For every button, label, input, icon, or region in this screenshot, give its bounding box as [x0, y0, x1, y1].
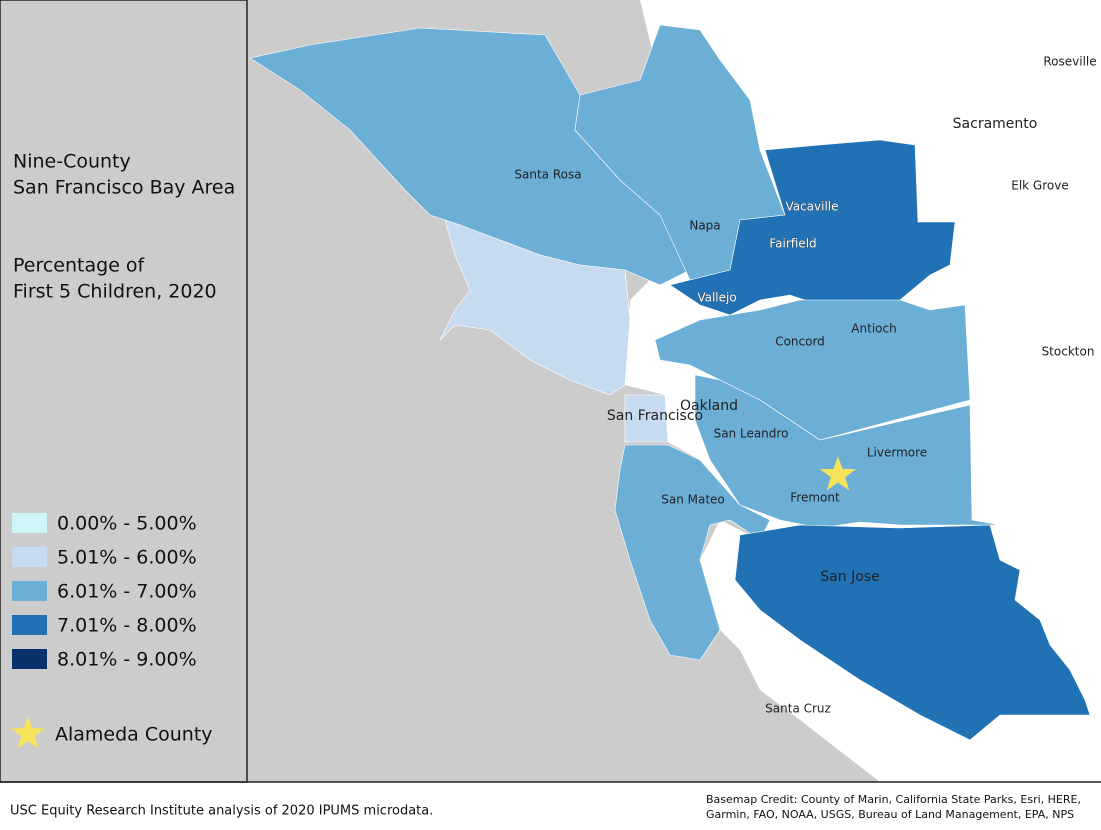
legend-swatch	[12, 615, 47, 635]
county	[249, 27, 691, 286]
place-label: San Leandro	[714, 427, 789, 441]
county	[439, 219, 631, 396]
alameda-star	[819, 456, 857, 491]
place-label: Santa Rosa	[514, 168, 581, 182]
county	[614, 444, 771, 661]
legend-label: 8.01% - 9.00%	[57, 649, 197, 671]
place-label: Vallejo	[697, 291, 736, 305]
credit: Garmin, FAO, NOAA, USGS, Bureau of Land …	[706, 808, 1074, 821]
legend-label: 7.01% - 8.00%	[57, 615, 197, 637]
legend: 0.00% - 5.00% 5.01% - 6.00% 6.01% - 7.00% 7…	[12, 513, 197, 671]
legend-swatch	[12, 547, 47, 567]
place-label: Napa	[689, 219, 720, 233]
place-label: Stockton	[1042, 345, 1095, 359]
place-labels: Roseville Sacramento Elk Grove Stockton …	[514, 55, 1096, 716]
place-label: San Jose	[820, 569, 879, 585]
sidebar-subtitle: Percentage of	[13, 255, 146, 277]
place-label: Vacaville	[785, 200, 838, 214]
county	[654, 299, 971, 441]
place-label: Concord	[775, 335, 825, 349]
place-label: Santa Cruz	[765, 702, 831, 716]
sidebar-title: San Francisco Bay Area	[13, 177, 235, 199]
legend-label: 0.00% - 5.00%	[57, 513, 197, 535]
legend-swatch	[12, 649, 47, 669]
place-label: Fremont	[790, 491, 840, 505]
legend-marker-label: Alameda County	[55, 724, 213, 746]
sidebar-subtitle: First 5 Children, 2020	[13, 281, 217, 303]
county	[694, 374, 1001, 529]
sidebar-title: Nine-County	[13, 151, 131, 173]
place-label: Livermore	[867, 446, 927, 460]
place-label: Oakland	[680, 398, 738, 414]
counties	[249, 24, 1091, 741]
legend-swatch	[12, 581, 47, 601]
county	[734, 524, 1091, 741]
legend-label: 5.01% - 6.00%	[57, 547, 197, 569]
place-label: San Francisco	[607, 408, 703, 424]
place-label: San Mateo	[661, 493, 725, 507]
place-label: Sacramento	[953, 116, 1038, 132]
legend-star	[10, 716, 46, 749]
place-label: Antioch	[851, 322, 896, 336]
county	[624, 394, 669, 443]
legend-swatch	[12, 513, 47, 533]
place-label: Elk Grove	[1011, 179, 1068, 193]
legend-label: 6.01% - 7.00%	[57, 581, 197, 603]
source: USC Equity Research Institute analysis o…	[10, 804, 433, 819]
place-label: Roseville	[1043, 55, 1096, 69]
place-label: Fairfield	[769, 237, 816, 251]
credit: Basemap Credit: County of Marin, Califor…	[706, 793, 1081, 806]
